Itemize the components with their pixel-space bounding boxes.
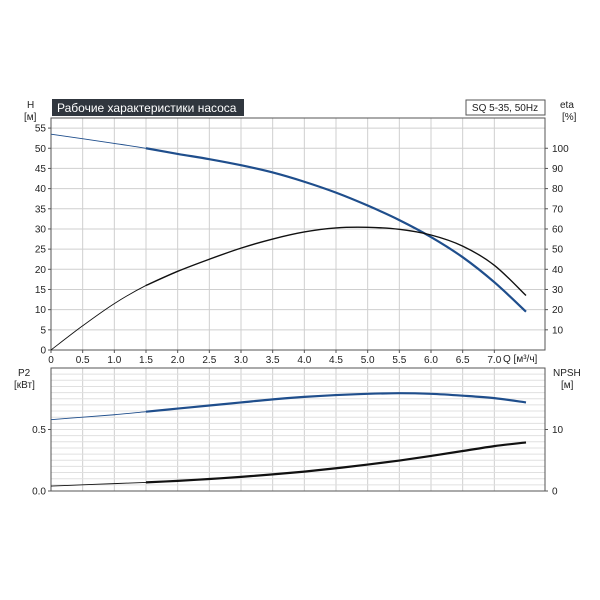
flow-axis-label: Q [м³/ч]: [503, 354, 538, 365]
y-left-tick-label: 0: [40, 346, 46, 357]
y-left-tick-label: 40: [35, 184, 47, 195]
model-label-box: [465, 99, 546, 116]
series-line-0: [145, 147, 527, 313]
y-right-tick-label: 70: [552, 204, 564, 215]
x-tick-label: 1.0: [107, 355, 121, 366]
y-left-tick-label: 10: [35, 305, 47, 316]
top-x-tick-labels: 0 0.5 1.0 1.5 2.0 2.5 3.0 3.5 4.0 4.5 5.0 5.5 6.0 6.5…: [48, 350, 502, 366]
x-tick-label: 4.5: [329, 355, 343, 366]
x-tick-label: 6.5: [456, 355, 470, 366]
head-efficiency-panel: 0 0.5 1.0 1.5 2.0 2.5 3.0 3.5 4.0 4.5 5.0 5.5 6.0 6.5…: [24, 99, 577, 366]
npsh-axis-unit: [м]: [561, 380, 574, 391]
y-right-tick-label: 20: [552, 305, 564, 316]
head-axis-unit: [м]: [24, 112, 37, 123]
x-tick-label: 3.5: [266, 355, 280, 366]
y-left-tick-label: 0.5: [32, 425, 46, 436]
x-tick-label: 7.0: [487, 355, 501, 366]
series-line-1: [145, 226, 527, 297]
eta-axis-label: eta: [560, 100, 574, 111]
y-right-tick-label: 80: [552, 184, 564, 195]
y-right-tick-label: 10: [552, 425, 564, 436]
top-left-tick-labels: 0 5 10 15 20 25 30 35 40 45 50 55: [35, 124, 51, 357]
x-tick-label: 5.5: [392, 355, 406, 366]
power-npsh-panel: 0.0 0.5 0 10 P2 [кВт] NPSH [м]: [14, 367, 581, 498]
y-left-tick-label: 55: [35, 124, 47, 135]
y-right-tick-label: 10: [552, 325, 564, 336]
x-tick-label: 2.5: [202, 355, 216, 366]
y-left-tick-label: 5: [40, 325, 46, 336]
head-axis-label: H: [27, 100, 34, 111]
y-right-tick-label: 100: [552, 144, 569, 155]
y-left-tick-label: 45: [35, 164, 47, 175]
bottom-grid: [51, 368, 545, 491]
y-right-tick-label: 30: [552, 285, 564, 296]
title-box: [52, 99, 244, 116]
series-line-1: [145, 441, 527, 484]
x-tick-label: 2.0: [171, 355, 185, 366]
x-tick-label: 0: [48, 355, 54, 366]
npsh-axis-label: NPSH: [553, 368, 581, 379]
bottom-left-tick-labels: 0.0 0.5: [32, 425, 51, 498]
y-left-tick-label: 15: [35, 285, 47, 296]
top-grid: [51, 118, 545, 350]
y-right-tick-label: 60: [552, 224, 564, 235]
y-left-tick-label: 50: [35, 144, 47, 155]
chart-title: Рабочие характеристики насоса: [57, 101, 237, 115]
bottom-right-tick-labels: 0 10: [545, 425, 564, 498]
x-tick-label: 0.5: [76, 355, 90, 366]
model-label: SQ 5-35, 50Hz: [472, 103, 538, 114]
eta-axis-unit: [%]: [562, 112, 577, 123]
series-line-0: [145, 392, 527, 413]
top-plot-frame: [50, 117, 546, 351]
power-axis-label: P2: [18, 368, 31, 379]
y-right-tick-label: 0: [552, 487, 558, 498]
y-left-tick-label: 35: [35, 204, 47, 215]
y-left-tick-label: 0.0: [32, 487, 46, 498]
top-right-tick-labels: 10 20 30 40 50 60 70 80 90 100: [545, 144, 569, 336]
x-tick-label: 5.0: [361, 355, 375, 366]
x-tick-label: 6.0: [424, 355, 438, 366]
y-right-tick-label: 90: [552, 164, 564, 175]
bottom-series: [50, 392, 527, 487]
y-left-tick-label: 30: [35, 224, 47, 235]
x-tick-label: 4.0: [297, 355, 311, 366]
y-right-tick-label: 50: [552, 245, 564, 256]
top-series: [50, 133, 527, 351]
power-axis-unit: [кВт]: [14, 380, 35, 391]
y-left-tick-label: 25: [35, 245, 47, 256]
y-left-tick-label: 20: [35, 265, 47, 276]
x-tick-label: 3.0: [234, 355, 248, 366]
x-tick-label: 1.5: [139, 355, 153, 366]
y-right-tick-label: 40: [552, 265, 564, 276]
